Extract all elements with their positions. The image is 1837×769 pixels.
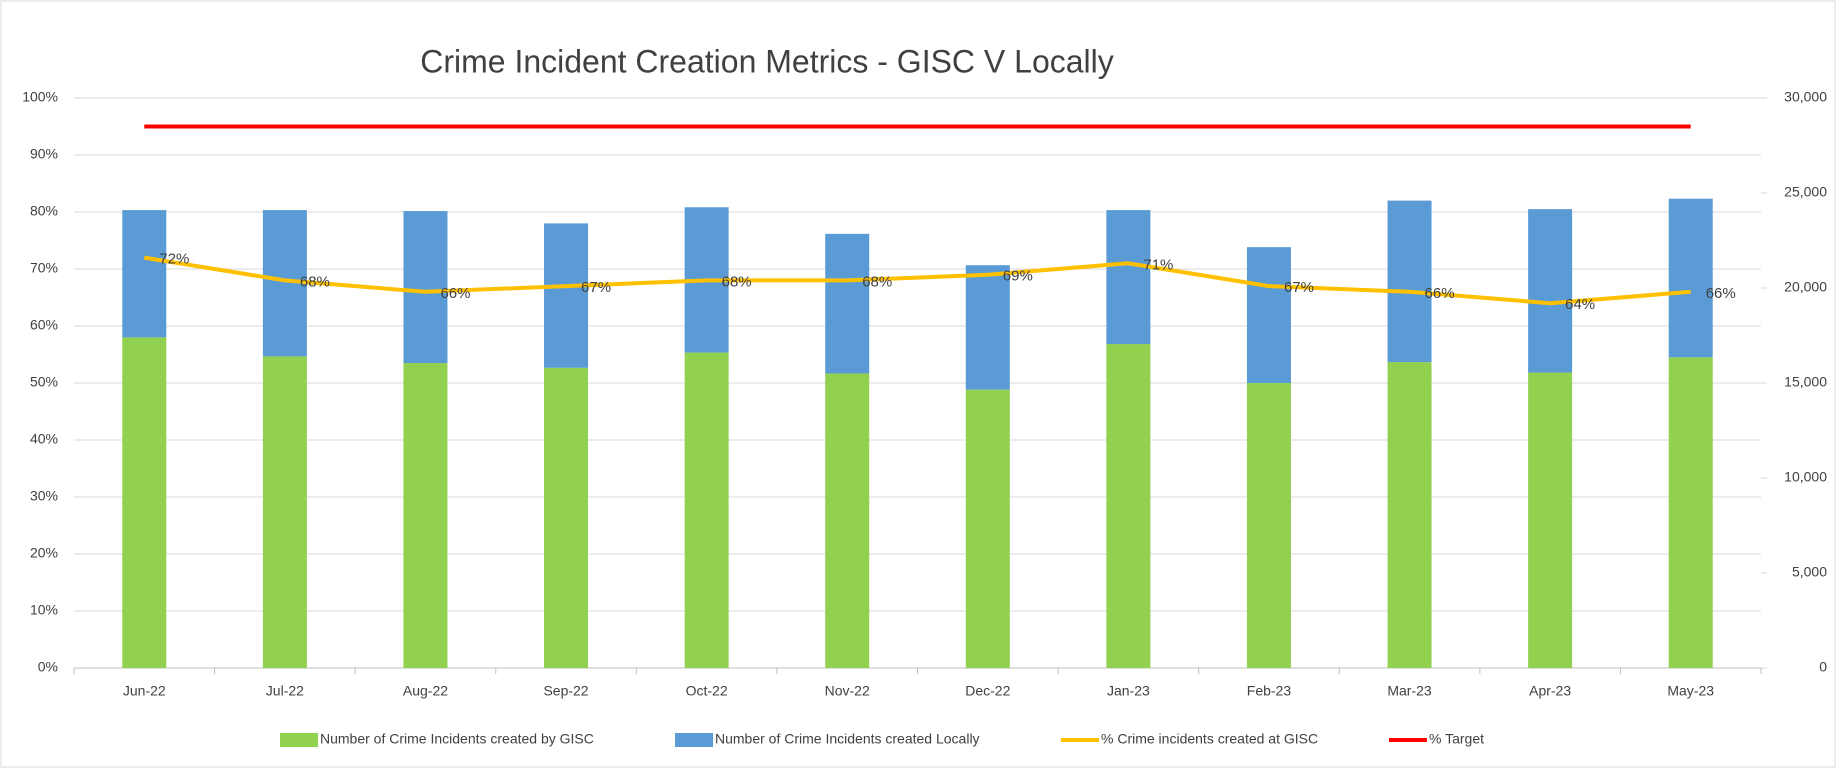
bar xyxy=(1528,372,1573,668)
legend-label: Number of Crime Incidents created by GIS… xyxy=(320,731,594,747)
y-tick-label: 20% xyxy=(30,545,58,561)
y-tick-label: 50% xyxy=(30,374,58,390)
bar xyxy=(825,373,870,668)
y-tick-label: 0% xyxy=(38,659,58,675)
bar xyxy=(965,265,1010,390)
y-tick-label: 90% xyxy=(30,146,58,162)
bar xyxy=(122,337,167,668)
data-label: 67% xyxy=(581,279,611,296)
bar xyxy=(1387,200,1432,363)
x-tick-label: Jun-22 xyxy=(123,683,166,699)
x-tick-label: Jan-23 xyxy=(1107,683,1150,699)
data-label: 68% xyxy=(862,273,892,290)
bar xyxy=(122,210,167,338)
y-tick-label: 60% xyxy=(30,317,58,333)
legend-swatch xyxy=(280,733,318,747)
bar xyxy=(1387,362,1432,668)
data-label: 66% xyxy=(440,285,470,302)
y-tick-label: 100% xyxy=(22,89,58,105)
x-tick-label: Sep-22 xyxy=(543,683,588,699)
bar xyxy=(544,223,589,368)
bar xyxy=(965,389,1010,668)
data-label: 66% xyxy=(1425,285,1455,302)
x-tick-label: Oct-22 xyxy=(686,683,728,699)
y-tick-label: 80% xyxy=(30,203,58,219)
y2-tick-label: 20,000 xyxy=(1784,279,1827,295)
bar xyxy=(1528,209,1573,373)
y-tick-label: 30% xyxy=(30,488,58,504)
y2-tick-label: 0 xyxy=(1819,659,1827,675)
bar xyxy=(403,363,448,668)
bar xyxy=(1246,247,1291,383)
y2-tick-label: 10,000 xyxy=(1784,469,1827,485)
data-label: 66% xyxy=(1706,285,1736,302)
x-tick-label: Apr-23 xyxy=(1529,683,1571,699)
y2-tick-label: 15,000 xyxy=(1784,374,1827,390)
data-label: 64% xyxy=(1565,296,1595,313)
bar xyxy=(403,211,448,364)
x-tick-label: Mar-23 xyxy=(1387,683,1432,699)
y2-tick-label: 30,000 xyxy=(1784,89,1827,105)
data-label: 68% xyxy=(300,273,330,290)
x-tick-label: Feb-23 xyxy=(1247,683,1292,699)
legend-swatch xyxy=(675,733,713,747)
legend-label: % Target xyxy=(1429,731,1484,747)
data-label: 69% xyxy=(1003,268,1033,285)
x-tick-label: Aug-22 xyxy=(403,683,448,699)
y-tick-label: 40% xyxy=(30,431,58,447)
bar xyxy=(544,367,589,668)
y-tick-label: 10% xyxy=(30,602,58,618)
bar xyxy=(1668,198,1713,358)
legend-label: % Crime incidents created at GISC xyxy=(1101,731,1318,747)
x-tick-label: Jul-22 xyxy=(266,683,304,699)
data-label: 72% xyxy=(159,251,189,268)
line xyxy=(143,255,1691,306)
x-tick-label: Nov-22 xyxy=(825,683,870,699)
bar xyxy=(262,356,307,668)
x-tick-label: May-23 xyxy=(1667,683,1714,699)
legend-label: Number of Crime Incidents created Locall… xyxy=(715,731,980,747)
y2-tick-label: 5,000 xyxy=(1792,564,1827,580)
data-label: 67% xyxy=(1284,279,1314,296)
y-tick-label: 70% xyxy=(30,260,58,276)
x-tick-label: Dec-22 xyxy=(965,683,1010,699)
chart-title: Crime Incident Creation Metrics - GISC V… xyxy=(420,43,1114,79)
y2-tick-label: 25,000 xyxy=(1784,184,1827,200)
bar xyxy=(1246,383,1291,668)
bar xyxy=(1106,344,1151,668)
data-label: 71% xyxy=(1143,256,1173,273)
data-label: 68% xyxy=(722,273,752,290)
bar xyxy=(1668,357,1713,668)
bar xyxy=(825,233,870,374)
bar xyxy=(1106,210,1151,345)
bar xyxy=(684,352,729,668)
